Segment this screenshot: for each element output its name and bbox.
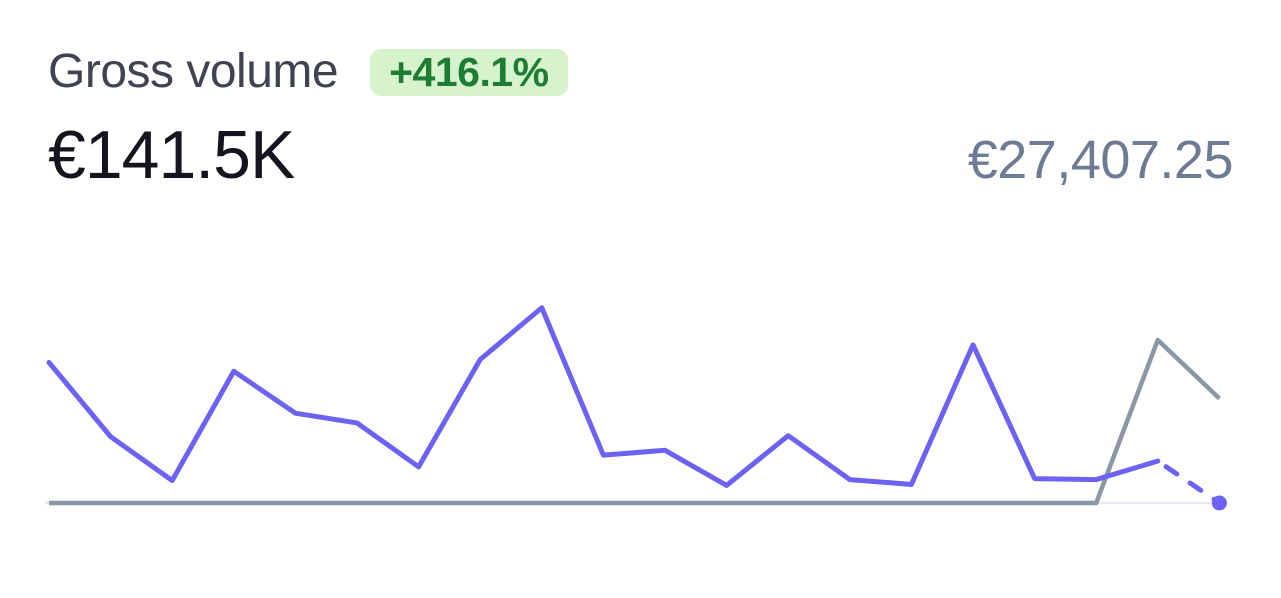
metric-header: Gross volume +416.1% — [48, 45, 568, 99]
previous-period-line — [49, 337, 1221, 506]
comparison-value: €27,407.25 — [967, 130, 1234, 190]
change-badge: +416.1% — [370, 48, 568, 96]
current-period-end-dot — [1211, 495, 1227, 511]
metric-values: €141.5K €27,407.25 — [48, 116, 1234, 194]
current-period-line — [46, 305, 1161, 488]
metric-title[interactable]: Gross volume — [48, 45, 339, 98]
current-period-projection-dash — [1155, 458, 1222, 506]
primary-value: €141.5K — [48, 117, 295, 193]
